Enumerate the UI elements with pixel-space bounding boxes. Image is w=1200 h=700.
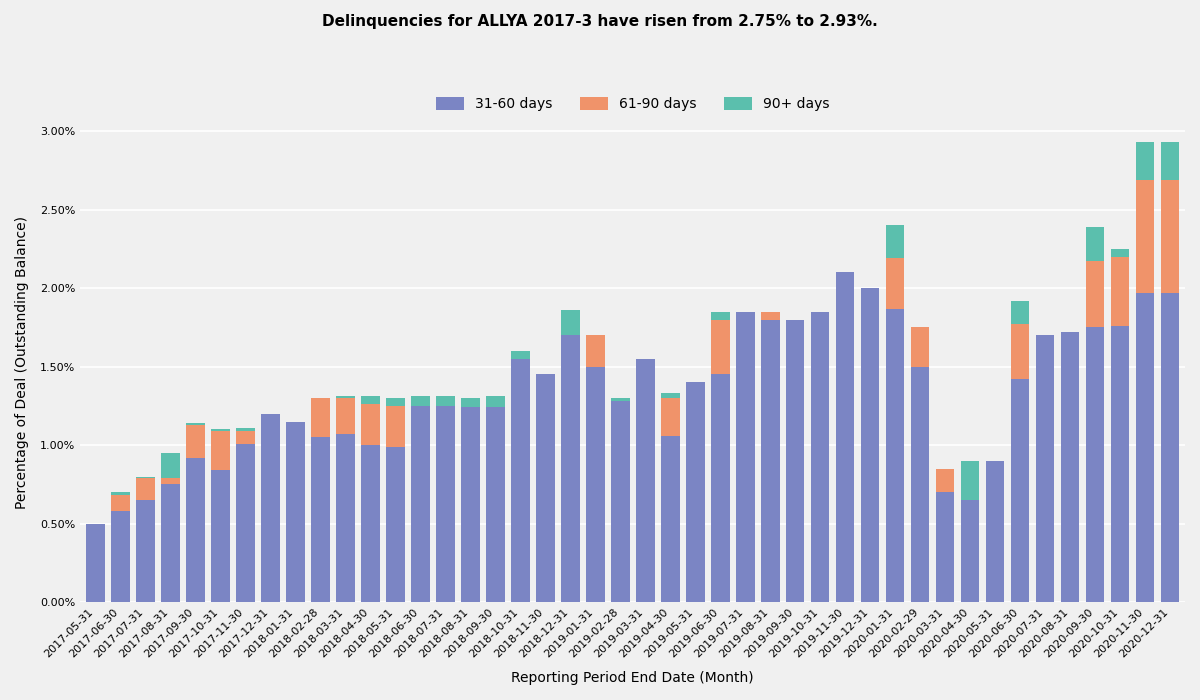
Bar: [386, 406, 404, 447]
Bar: [536, 374, 554, 602]
Bar: [161, 484, 180, 602]
Bar: [511, 351, 529, 359]
Bar: [211, 470, 229, 602]
Bar: [985, 461, 1004, 602]
Bar: [560, 310, 580, 335]
Bar: [461, 407, 480, 602]
Bar: [961, 500, 979, 602]
Bar: [1086, 261, 1104, 328]
Bar: [611, 398, 630, 401]
Bar: [786, 319, 804, 602]
Bar: [410, 406, 430, 602]
Bar: [1010, 379, 1030, 602]
Legend: 31-60 days, 61-90 days, 90+ days: 31-60 days, 61-90 days, 90+ days: [431, 92, 835, 117]
Bar: [661, 398, 679, 436]
Bar: [685, 382, 704, 602]
Bar: [110, 492, 130, 496]
Bar: [286, 421, 305, 602]
Bar: [1160, 180, 1180, 293]
Bar: [611, 401, 630, 602]
Bar: [761, 312, 780, 319]
Bar: [486, 407, 504, 602]
Bar: [1160, 293, 1180, 602]
Bar: [336, 396, 355, 398]
Bar: [1086, 328, 1104, 602]
Bar: [860, 288, 880, 602]
Bar: [961, 461, 979, 500]
Bar: [486, 396, 504, 407]
Bar: [136, 478, 155, 500]
Bar: [1111, 257, 1129, 326]
Bar: [186, 424, 205, 425]
Bar: [311, 438, 330, 602]
Bar: [710, 312, 730, 319]
Bar: [1010, 324, 1030, 379]
Bar: [110, 511, 130, 602]
Bar: [161, 453, 180, 478]
Bar: [186, 425, 205, 458]
Bar: [161, 478, 180, 484]
Bar: [461, 398, 480, 407]
Bar: [1135, 293, 1154, 602]
Bar: [1010, 301, 1030, 324]
Bar: [1061, 332, 1080, 602]
Bar: [911, 367, 930, 602]
Bar: [436, 406, 455, 602]
Bar: [886, 225, 905, 258]
Bar: [811, 312, 829, 602]
Bar: [586, 367, 605, 602]
Bar: [1135, 142, 1154, 180]
Bar: [586, 335, 605, 367]
Bar: [511, 359, 529, 602]
Bar: [386, 398, 404, 406]
Bar: [211, 430, 229, 431]
Bar: [886, 309, 905, 602]
Bar: [1111, 326, 1129, 602]
Bar: [236, 428, 254, 431]
Bar: [1111, 248, 1129, 257]
Bar: [361, 405, 379, 445]
Bar: [911, 328, 930, 367]
Bar: [110, 496, 130, 511]
Bar: [835, 272, 854, 602]
Bar: [761, 319, 780, 602]
Bar: [361, 396, 379, 405]
Bar: [936, 469, 954, 492]
Bar: [560, 335, 580, 602]
Bar: [136, 477, 155, 478]
Bar: [661, 436, 679, 602]
Bar: [1036, 335, 1055, 602]
Bar: [311, 398, 330, 438]
Bar: [636, 359, 654, 602]
Bar: [936, 492, 954, 602]
Bar: [1086, 227, 1104, 261]
Bar: [186, 458, 205, 602]
Bar: [736, 312, 755, 602]
Bar: [260, 414, 280, 602]
X-axis label: Reporting Period End Date (Month): Reporting Period End Date (Month): [511, 671, 754, 685]
Bar: [710, 374, 730, 602]
Bar: [211, 431, 229, 470]
Bar: [236, 444, 254, 602]
Bar: [436, 396, 455, 406]
Bar: [336, 398, 355, 434]
Bar: [236, 431, 254, 444]
Bar: [336, 434, 355, 602]
Bar: [86, 524, 104, 602]
Bar: [886, 258, 905, 309]
Text: Delinquencies for ALLYA 2017-3 have risen from 2.75% to 2.93%.: Delinquencies for ALLYA 2017-3 have rise…: [322, 14, 878, 29]
Bar: [136, 500, 155, 602]
Bar: [410, 396, 430, 406]
Bar: [1135, 180, 1154, 293]
Bar: [710, 319, 730, 374]
Bar: [361, 445, 379, 602]
Bar: [386, 447, 404, 602]
Bar: [661, 393, 679, 398]
Bar: [1160, 142, 1180, 180]
Y-axis label: Percentage of Deal (Outstanding Balance): Percentage of Deal (Outstanding Balance): [14, 216, 29, 509]
